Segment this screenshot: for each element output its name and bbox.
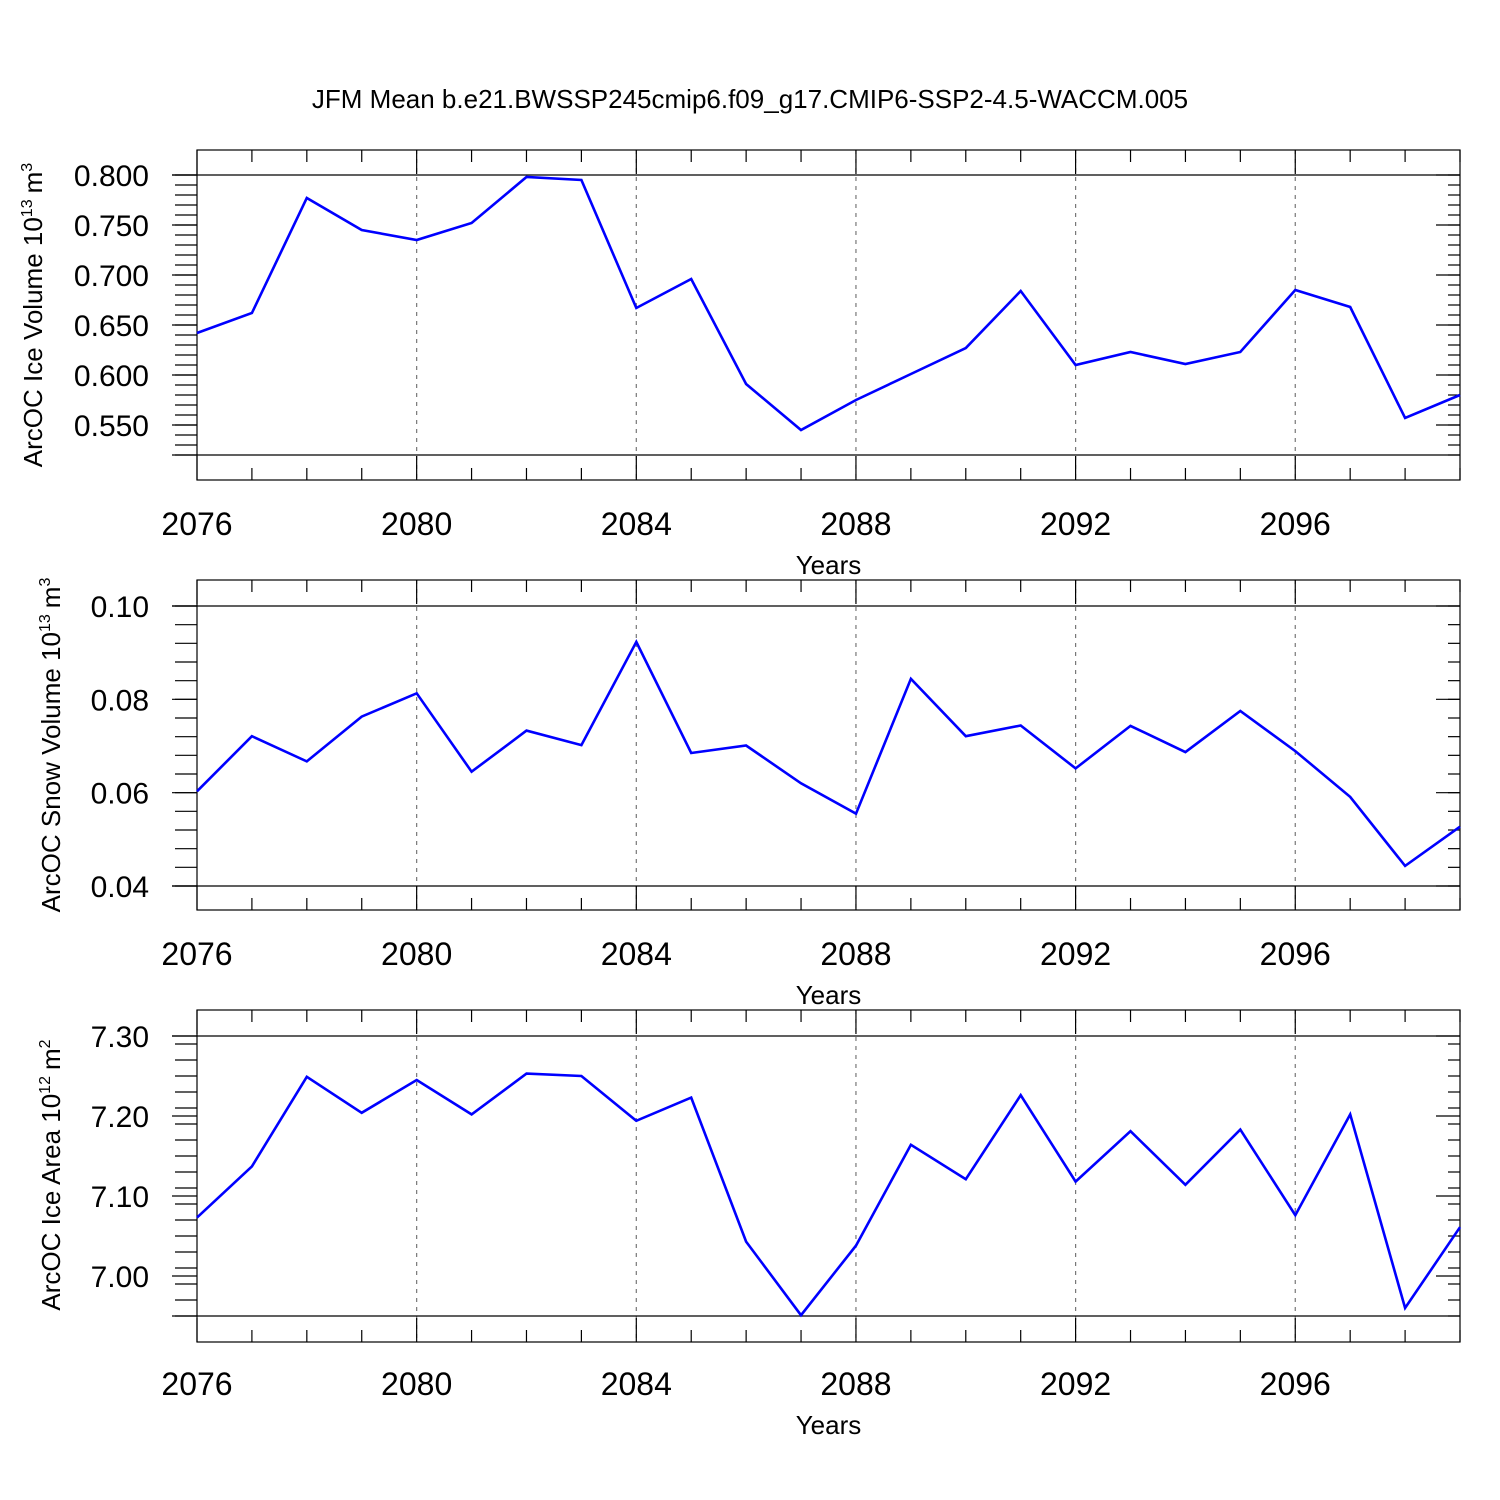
x-tick-label: 2084 <box>601 1366 672 1402</box>
panel-ice-volume: 2076 2080 2084 2088 2092 2096 0.550 0.600 0.650 0… <box>18 149 1461 580</box>
y-axis-title-text: ArcOC Ice Area 10 <box>36 1094 66 1311</box>
series-line <box>196 175 1461 432</box>
y-axis-title-text: ArcOC Ice Volume 10 <box>18 217 48 467</box>
y-axis-title-exponent: 13 <box>19 199 36 217</box>
y-axis-title-unit-exponent: 3 <box>37 578 54 587</box>
x-tick-label: 2080 <box>381 1366 452 1402</box>
y-axis-title-unit: m <box>36 587 66 609</box>
x-tick-label: 2088 <box>820 506 891 542</box>
plot-frame <box>196 579 1461 911</box>
y-axis-title: ArcOC Ice Area 1012 m2 <box>36 1039 66 1310</box>
y-tick-label: 0.800 <box>74 160 149 193</box>
y-tick-label: 0.650 <box>74 310 149 343</box>
y-tick-label: 0.700 <box>74 260 149 293</box>
y-tick-label: 0.550 <box>74 410 149 443</box>
plot-frame <box>196 1009 1461 1343</box>
y-axis-title: ArcOC Snow Volume 1013 m3 <box>36 578 66 913</box>
series-line <box>196 639 1461 868</box>
y-tick-label: 0.08 <box>91 684 149 717</box>
x-axis-title: Years <box>796 1410 862 1440</box>
x-tick-label: 2076 <box>161 506 232 542</box>
series-line <box>196 1072 1462 1318</box>
y-axis-title-text: ArcOC Snow Volume 10 <box>36 632 66 912</box>
y-tick-label: 0.06 <box>91 778 149 811</box>
panel-snow-volume: 2076 2080 2084 2088 2092 2096 0.04 0.06 0.08 0.10… <box>36 578 1461 1010</box>
y-axis-title-unit: m <box>18 172 48 194</box>
x-tick-label: 2076 <box>161 1366 232 1402</box>
x-tick-label: 2076 <box>161 936 232 972</box>
x-tick-label: 2092 <box>1040 1366 1111 1402</box>
x-tick-label: 2080 <box>381 936 452 972</box>
y-axis-title: ArcOC Ice Volume 1013 m3 <box>18 163 48 467</box>
y-axis-title-exponent: 13 <box>37 614 54 632</box>
x-tick-label: 2096 <box>1260 1366 1331 1402</box>
x-tick-label: 2092 <box>1040 936 1111 972</box>
figure-title: JFM Mean b.e21.BWSSP245cmip6.f09_g17.CMI… <box>312 84 1188 114</box>
x-tick-label: 2088 <box>820 1366 891 1402</box>
x-tick-label: 2096 <box>1260 936 1331 972</box>
x-tick-label: 2080 <box>381 506 452 542</box>
y-axis-title-unit-exponent: 3 <box>19 163 36 172</box>
y-tick-label: 0.10 <box>91 591 149 624</box>
y-tick-label: 0.750 <box>74 210 149 243</box>
y-axis-title-unit-exponent: 2 <box>37 1039 54 1048</box>
y-tick-label: 7.30 <box>91 1021 149 1054</box>
x-tick-label: 2092 <box>1040 506 1111 542</box>
x-tick-label: 2084 <box>601 506 672 542</box>
plot-frame <box>196 149 1461 481</box>
y-tick-label: 7.10 <box>91 1181 149 1214</box>
y-tick-label: 0.04 <box>91 871 149 904</box>
x-axis-title: Years <box>796 550 862 580</box>
y-tick-label: 7.20 <box>91 1101 149 1134</box>
y-tick-label: 7.00 <box>91 1261 149 1294</box>
y-axis-title-unit: m <box>36 1048 66 1070</box>
y-axis-title-exponent: 12 <box>37 1076 54 1094</box>
x-tick-label: 2084 <box>601 936 672 972</box>
panel-ice-area: 2076 2080 2084 2088 2092 2096 7.00 7.10 7.20 7.30… <box>36 1009 1462 1440</box>
x-tick-label: 2088 <box>820 936 891 972</box>
y-tick-label: 0.600 <box>74 360 149 393</box>
x-axis-title: Years <box>796 980 862 1010</box>
x-tick-label: 2096 <box>1260 506 1331 542</box>
